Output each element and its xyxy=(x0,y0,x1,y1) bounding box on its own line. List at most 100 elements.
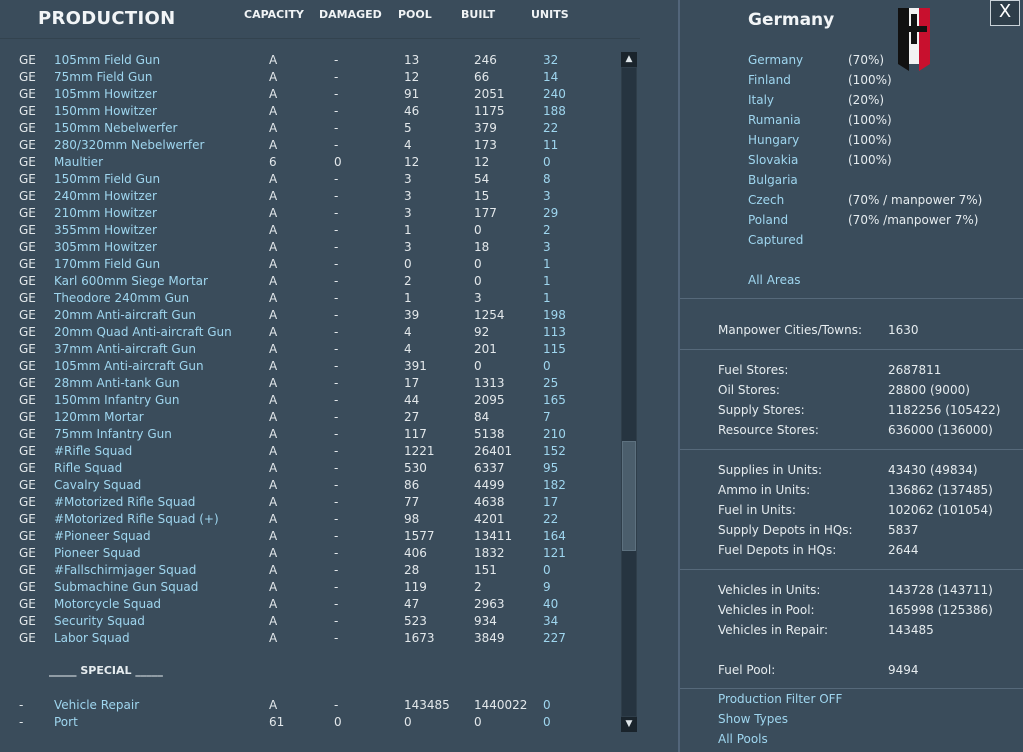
unit-name-link[interactable]: #Motorized Rifle Squad xyxy=(54,495,196,509)
table-row[interactable]: GE 105mm Anti-aircraft Gun A - 391 0 0 xyxy=(0,358,615,375)
scroll-up-icon[interactable]: ▲ xyxy=(621,52,637,67)
table-row[interactable]: GE #Fallschirmjager Squad A - 28 151 0 xyxy=(0,562,615,579)
units-link[interactable]: 17 xyxy=(543,495,559,509)
table-row[interactable]: GE 20mm Anti-aircraft Gun A - 39 1254 198 xyxy=(0,307,615,324)
all-areas-link[interactable]: All Areas xyxy=(748,273,801,287)
scroll-track[interactable] xyxy=(622,68,636,716)
units-link[interactable]: 9 xyxy=(543,580,551,594)
units-link[interactable]: 227 xyxy=(543,631,566,645)
unit-name-link[interactable]: 105mm Anti-aircraft Gun xyxy=(54,359,204,373)
area-link[interactable]: Slovakia xyxy=(748,153,799,167)
column-damaged[interactable]: DAMAGED xyxy=(319,8,382,21)
table-row[interactable]: GE Pioneer Squad A - 406 1832 121 xyxy=(0,545,615,562)
units-link[interactable]: 188 xyxy=(543,104,566,118)
unit-name-link[interactable]: 105mm Field Gun xyxy=(54,53,161,67)
table-row[interactable]: GE Theodore 240mm Gun A - 1 3 1 xyxy=(0,290,615,307)
area-link[interactable]: Finland xyxy=(748,73,791,87)
table-row[interactable]: GE Maultier 6 0 12 12 0 xyxy=(0,154,615,171)
units-link[interactable]: 182 xyxy=(543,478,566,492)
units-link[interactable]: 115 xyxy=(543,342,566,356)
unit-name-link[interactable]: Labor Squad xyxy=(54,631,130,645)
column-units[interactable]: UNITS xyxy=(531,8,569,21)
units-link[interactable]: 3 xyxy=(543,240,551,254)
table-row[interactable]: GE 20mm Quad Anti-aircraft Gun A - 4 92 113 xyxy=(0,324,615,341)
units-link[interactable]: 164 xyxy=(543,529,566,543)
unit-name-link[interactable]: 170mm Field Gun xyxy=(54,257,161,271)
unit-name-link[interactable]: Theodore 240mm Gun xyxy=(54,291,190,305)
column-capacity[interactable]: CAPACITY xyxy=(244,8,304,21)
table-row[interactable]: GE 240mm Howitzer A - 3 15 3 xyxy=(0,188,615,205)
area-link[interactable]: Italy xyxy=(748,93,775,107)
unit-name-link[interactable]: Port xyxy=(54,715,78,729)
unit-name-link[interactable]: #Fallschirmjager Squad xyxy=(54,563,197,577)
unit-name-link[interactable]: 75mm Field Gun xyxy=(54,70,153,84)
unit-name-link[interactable]: 20mm Anti-aircraft Gun xyxy=(54,308,196,322)
table-row[interactable]: GE #Pioneer Squad A - 1577 13411 164 xyxy=(0,528,615,545)
table-row[interactable]: GE #Rifle Squad A - 1221 26401 152 xyxy=(0,443,615,460)
units-link[interactable]: 152 xyxy=(543,444,566,458)
unit-name-link[interactable]: #Pioneer Squad xyxy=(54,529,151,543)
units-link[interactable]: 2 xyxy=(543,223,551,237)
table-row[interactable]: GE Labor Squad A - 1673 3849 227 xyxy=(0,630,615,647)
unit-name-link[interactable]: 240mm Howitzer xyxy=(54,189,157,203)
units-link[interactable]: 11 xyxy=(543,138,559,152)
units-link[interactable]: 22 xyxy=(543,121,559,135)
units-link[interactable]: 113 xyxy=(543,325,566,339)
units-link[interactable]: 198 xyxy=(543,308,566,322)
area-link[interactable]: Germany xyxy=(748,53,804,67)
table-row[interactable]: GE Karl 600mm Siege Mortar A - 2 0 1 xyxy=(0,273,615,290)
units-link[interactable]: 1 xyxy=(543,257,551,271)
units-link[interactable]: 210 xyxy=(543,427,566,441)
table-row[interactable]: GE 280/320mm Nebelwerfer A - 4 173 11 xyxy=(0,137,615,154)
unit-name-link[interactable]: 150mm Nebelwerfer xyxy=(54,121,178,135)
column-built[interactable]: BUILT xyxy=(461,8,496,21)
units-link[interactable]: 25 xyxy=(543,376,559,390)
scroll-down-icon[interactable]: ▼ xyxy=(621,717,637,732)
table-row[interactable]: GE 150mm Infantry Gun A - 44 2095 165 xyxy=(0,392,615,409)
unit-name-link[interactable]: 28mm Anti-tank Gun xyxy=(54,376,180,390)
table-row[interactable]: GE 210mm Howitzer A - 3 177 29 xyxy=(0,205,615,222)
units-link[interactable]: 29 xyxy=(543,206,559,220)
table-row[interactable]: GE 105mm Howitzer A - 91 2051 240 xyxy=(0,86,615,103)
units-link[interactable]: 3 xyxy=(543,189,551,203)
units-link[interactable]: 32 xyxy=(543,53,559,67)
units-link[interactable]: 1 xyxy=(543,274,551,288)
table-row[interactable]: GE 305mm Howitzer A - 3 18 3 xyxy=(0,239,615,256)
table-row[interactable]: GE 170mm Field Gun A - 0 0 1 xyxy=(0,256,615,273)
unit-name-link[interactable]: Motorcycle Squad xyxy=(54,597,162,611)
table-row[interactable]: GE 75mm Field Gun A - 12 66 14 xyxy=(0,69,615,86)
units-link[interactable]: 7 xyxy=(543,410,551,424)
table-row[interactable]: GE Security Squad A - 523 934 34 xyxy=(0,613,615,630)
column-pool[interactable]: POOL xyxy=(398,8,432,21)
units-link[interactable]: 0 xyxy=(543,155,551,169)
table-row[interactable]: - Vehicle Repair A - 143485 1440022 0 xyxy=(0,697,615,714)
table-row[interactable]: GE Rifle Squad A - 530 6337 95 xyxy=(0,460,615,477)
units-link[interactable]: 0 xyxy=(543,715,551,729)
unit-name-link[interactable]: Cavalry Squad xyxy=(54,478,142,492)
unit-name-link[interactable]: 150mm Howitzer xyxy=(54,104,157,118)
table-row[interactable]: GE 120mm Mortar A - 27 84 7 xyxy=(0,409,615,426)
unit-name-link[interactable]: 75mm Infantry Gun xyxy=(54,427,172,441)
close-button[interactable]: X xyxy=(990,0,1020,26)
unit-name-link[interactable]: 20mm Quad Anti-aircraft Gun xyxy=(54,325,232,339)
area-link[interactable]: Rumania xyxy=(748,113,801,127)
unit-name-link[interactable]: Vehicle Repair xyxy=(54,698,140,712)
table-row[interactable]: - Port 61 0 0 0 0 xyxy=(0,714,615,731)
area-link[interactable]: Bulgaria xyxy=(748,173,798,187)
table-row[interactable]: GE Motorcycle Squad A - 47 2963 40 xyxy=(0,596,615,613)
unit-name-link[interactable]: Karl 600mm Siege Mortar xyxy=(54,274,208,288)
unit-name-link[interactable]: Security Squad xyxy=(54,614,145,628)
table-row[interactable]: GE 355mm Howitzer A - 1 0 2 xyxy=(0,222,615,239)
unit-name-link[interactable]: 150mm Infantry Gun xyxy=(54,393,180,407)
units-link[interactable]: 240 xyxy=(543,87,566,101)
production-scrollbar[interactable]: ▲ ▼ xyxy=(621,52,637,732)
table-row[interactable]: GE #Motorized Rifle Squad (+) A - 98 4201 22 xyxy=(0,511,615,528)
units-link[interactable]: 40 xyxy=(543,597,559,611)
units-link[interactable]: 8 xyxy=(543,172,551,186)
table-row[interactable]: GE 105mm Field Gun A - 13 246 32 xyxy=(0,52,615,69)
area-link[interactable]: Poland xyxy=(748,213,789,227)
table-row[interactable]: GE 28mm Anti-tank Gun A - 17 1313 25 xyxy=(0,375,615,392)
unit-name-link[interactable]: Rifle Squad xyxy=(54,461,123,475)
units-link[interactable]: 1 xyxy=(543,291,551,305)
unit-name-link[interactable]: Submachine Gun Squad xyxy=(54,580,199,594)
